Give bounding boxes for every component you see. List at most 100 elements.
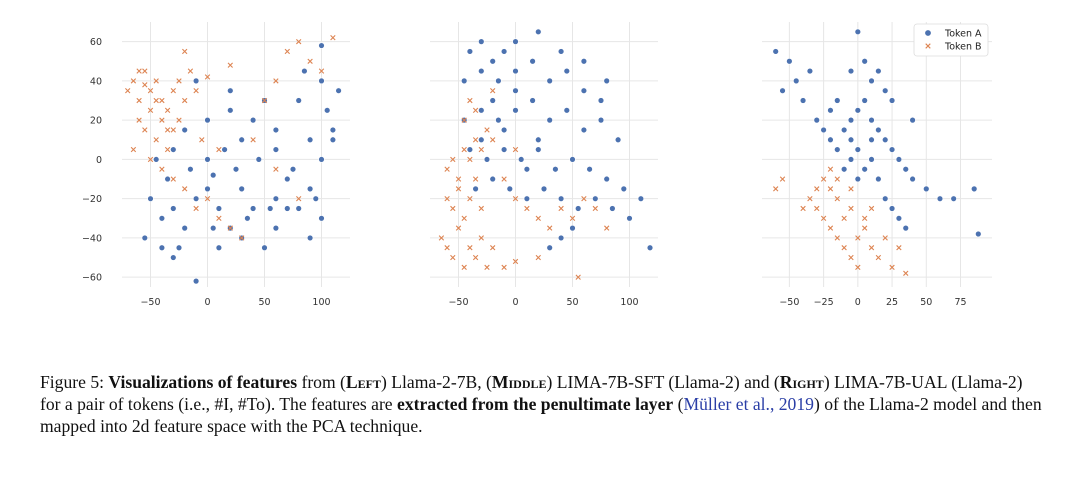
token-b-point xyxy=(841,215,847,221)
token-b-point xyxy=(216,146,222,153)
token-a-point xyxy=(227,87,234,94)
token-a-point xyxy=(888,97,896,104)
legend-label-token-b: Token B xyxy=(944,42,982,53)
token-a-point xyxy=(626,215,633,222)
token-b-point xyxy=(250,137,256,143)
caption-middle-label: Middle xyxy=(491,372,547,392)
token-a-point xyxy=(284,175,291,183)
token-a-point xyxy=(523,166,531,173)
token-a-point xyxy=(500,48,508,55)
token-b-point xyxy=(814,205,820,212)
token-b-point xyxy=(164,127,171,133)
token-b-point xyxy=(592,205,598,212)
token-a-point xyxy=(192,195,200,202)
token-b-point xyxy=(136,97,142,104)
token-a-point xyxy=(181,224,188,232)
token-b-point xyxy=(478,235,484,241)
token-a-point xyxy=(210,224,217,232)
token-b-point xyxy=(461,264,467,271)
token-a-point xyxy=(472,185,479,193)
token-a-point xyxy=(861,58,868,65)
token-a-point xyxy=(204,185,211,193)
token-b-point xyxy=(330,35,336,41)
token-b-point xyxy=(125,88,131,94)
token-b-point xyxy=(882,235,888,241)
token-a-point xyxy=(301,67,308,75)
token-a-point xyxy=(557,234,565,242)
token-a-point xyxy=(232,166,240,173)
token-b-point xyxy=(581,195,587,202)
middle-scatter-panel: −50 0 50 100 xyxy=(430,22,658,308)
token-a-point xyxy=(221,146,228,153)
token-a-point xyxy=(529,58,536,65)
token-a-point xyxy=(272,195,280,202)
token-a-point xyxy=(620,185,627,193)
token-a-point xyxy=(854,107,862,114)
left-scatter-panel: −50 0 50 100 −60 −40 −20 0 20 40 60 xyxy=(82,22,350,308)
token-b-point xyxy=(834,176,840,182)
token-a-point xyxy=(512,87,519,94)
token-a-point xyxy=(306,136,314,143)
token-a-point xyxy=(888,146,896,153)
caption-text: from ( xyxy=(297,372,346,392)
token-a-point xyxy=(204,156,211,163)
token-b-point xyxy=(868,245,875,251)
token-b-point xyxy=(814,186,820,192)
token-a-point xyxy=(882,87,889,94)
token-a-point xyxy=(175,244,183,251)
token-b-point xyxy=(273,166,279,172)
token-b-point xyxy=(130,78,137,84)
token-a-point xyxy=(284,205,291,212)
token-b-point xyxy=(779,176,786,182)
token-b-point xyxy=(444,195,450,202)
token-a-point xyxy=(847,136,855,143)
token-a-point xyxy=(563,67,570,75)
token-a-point xyxy=(580,126,588,134)
token-b-point xyxy=(820,176,827,182)
token-b-point xyxy=(261,97,268,104)
token-a-point xyxy=(552,166,559,173)
token-b-point xyxy=(773,186,779,192)
token-b-point xyxy=(855,235,861,241)
token-b-point xyxy=(199,137,205,143)
token-a-point xyxy=(466,48,474,55)
token-b-point xyxy=(461,117,467,123)
token-b-point xyxy=(142,82,148,88)
token-a-point xyxy=(936,195,944,202)
token-a-point xyxy=(557,48,565,55)
token-a-point xyxy=(255,156,262,163)
caption-bold-phrase: Visualizations of features xyxy=(108,372,298,392)
token-b-point xyxy=(444,245,450,251)
token-b-point xyxy=(450,205,456,212)
token-a-point xyxy=(827,136,834,143)
token-a-point xyxy=(215,205,223,212)
caption-left-label: Left xyxy=(345,372,381,392)
citation-link[interactable]: Müller et al., 2019 xyxy=(683,394,814,414)
token-a-point xyxy=(187,166,194,173)
token-b-point xyxy=(159,166,165,172)
token-a-point xyxy=(799,97,807,104)
token-a-point xyxy=(902,224,909,232)
token-a-point xyxy=(329,136,337,143)
token-b-point xyxy=(147,156,154,163)
token-b-point xyxy=(512,146,519,153)
y-tick-label: −60 xyxy=(82,273,102,284)
token-a-point xyxy=(249,205,257,212)
token-a-point xyxy=(318,42,325,49)
token-b-point xyxy=(807,195,813,202)
token-b-point xyxy=(187,68,194,74)
token-a-point xyxy=(854,175,862,183)
token-b-point xyxy=(176,117,182,123)
token-b-point xyxy=(855,264,861,271)
token-a-point xyxy=(895,156,903,163)
legend-token-a-marker xyxy=(925,30,931,36)
token-a-point xyxy=(164,175,171,183)
token-a-point xyxy=(512,107,519,114)
token-b-point xyxy=(142,68,148,74)
caption-text: ) Llama-2-7B, ( xyxy=(381,372,492,392)
token-b-point xyxy=(193,88,199,94)
token-b-point xyxy=(182,48,188,55)
y-tick-label: 60 xyxy=(90,37,102,48)
token-b-point xyxy=(800,205,806,212)
token-b-point xyxy=(896,245,902,251)
